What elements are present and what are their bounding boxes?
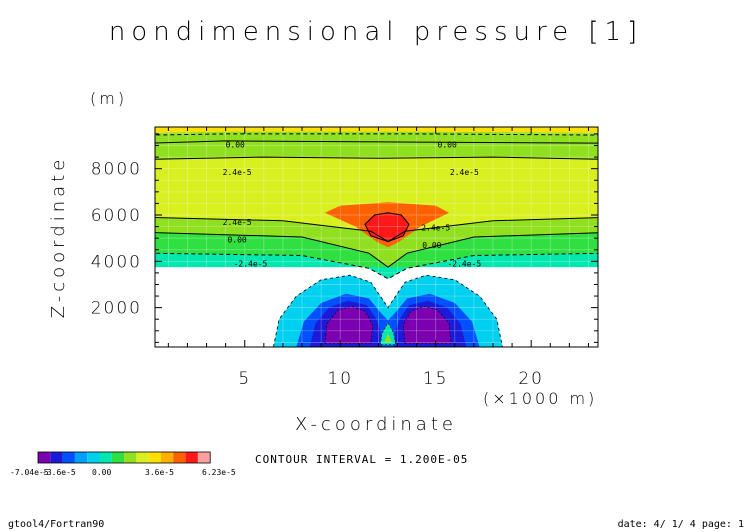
x-tick-label: 10 <box>327 369 353 389</box>
contour-label: -2.4e-5 <box>234 260 268 269</box>
contour-band <box>155 127 598 133</box>
colorbar-swatch <box>74 452 88 463</box>
colorbar-tick-label: 0.00 <box>92 468 111 477</box>
colorbar-tick-label: -7.04e-5 <box>10 468 49 477</box>
contour-label: 2.4e-5 <box>223 218 252 227</box>
contour-label-layer: 0.00 0.00 2.4e-5 2.4e-5 2.4e-5 2.4e-5 0.00 0.00… <box>223 140 482 269</box>
colorbar-swatch <box>148 452 161 463</box>
x-axis-label: X-coordinate <box>295 414 457 435</box>
contour-band <box>403 306 451 344</box>
contour-fill-layer <box>155 127 598 347</box>
colorbar: -7.04e-5-3.6e-5 0.00 3.6e-5 6.23e-5 <box>10 451 236 477</box>
contour-label: 0.00 <box>438 140 457 149</box>
contour-interval-text: CONTOUR INTERVAL = 1.200E-05 <box>255 453 468 466</box>
contour-line <box>364 212 410 243</box>
x-tick-label: 5 <box>238 369 251 389</box>
y-axis-unit: (m) <box>90 89 127 108</box>
y-tick-label: 8000 <box>91 160 142 180</box>
plot-frame <box>154 126 599 348</box>
colorbar-swatch <box>50 452 63 463</box>
colorbar-swatch <box>87 452 100 463</box>
contour-label: 2.4e-5 <box>223 168 252 177</box>
colorbar-tick-label: 6.23e-5 <box>202 468 236 477</box>
footer-right: date: 4/ 1/ 4 page: 1 <box>618 519 744 530</box>
contour-label: 2.4e-5 <box>421 224 450 233</box>
colorbar-swatch <box>38 452 51 463</box>
contour-label: 2.4e-5 <box>450 168 479 177</box>
contour-line <box>155 232 598 268</box>
contour-label: 0.00 <box>226 140 245 149</box>
colorbar-frame <box>37 451 211 464</box>
contour-line <box>402 306 452 344</box>
contour-line <box>324 306 374 344</box>
colorbar-swatch <box>62 452 75 463</box>
y-tick-label: 6000 <box>91 206 142 226</box>
contour-band <box>155 157 598 242</box>
y-tick-label: 2000 <box>91 299 142 319</box>
contour-band <box>155 131 598 160</box>
colorbar-tick-label: -3.6e-5 <box>42 468 76 477</box>
colorbar-swatch <box>197 452 211 463</box>
contour-line <box>155 156 598 160</box>
contour-band <box>155 217 598 268</box>
colorbar-swatch <box>173 452 186 463</box>
colorbar-swatch <box>124 452 137 463</box>
footer-left: gtool4/Fortran90 <box>8 519 104 530</box>
y-tick-label: 4000 <box>91 252 142 272</box>
contour-label: 0.00 <box>422 241 441 250</box>
y-axis-label: Z-coordinate <box>48 156 69 319</box>
colorbar-swatch <box>111 452 125 463</box>
contour-label: 0.00 <box>227 235 246 244</box>
colorbar-tick-label: 3.6e-5 <box>145 468 174 477</box>
chart-title: nondimensional pressure [1] <box>109 17 643 47</box>
plot-area: 0.00 0.00 2.4e-5 2.4e-5 2.4e-5 2.4e-5 0.00 0.00… <box>155 127 598 347</box>
x-tick-label: 20 <box>518 369 544 389</box>
contour-line <box>272 274 503 347</box>
grid-layer <box>155 127 598 347</box>
x-axis-unit: (×1000 m) <box>483 389 597 408</box>
contour-label: -2.4e-5 <box>447 260 481 269</box>
x-tick-label: 15 <box>423 369 449 389</box>
contour-band <box>155 253 598 279</box>
contour-line <box>155 140 598 144</box>
contour-line-layer <box>155 133 598 347</box>
colorbar-swatch <box>185 452 198 463</box>
contour-line <box>379 322 396 345</box>
tick-layer: 5 10 15 20 2000 4000 6000 8000 <box>91 127 598 389</box>
contour-band <box>155 232 598 279</box>
contour-line <box>155 133 598 136</box>
colorbar-swatch <box>161 452 174 463</box>
contour-band <box>324 306 373 344</box>
colorbar-swatch <box>99 452 112 463</box>
contour-line <box>155 252 598 280</box>
contour-band <box>384 333 392 343</box>
colorbar-swatch <box>136 452 149 463</box>
